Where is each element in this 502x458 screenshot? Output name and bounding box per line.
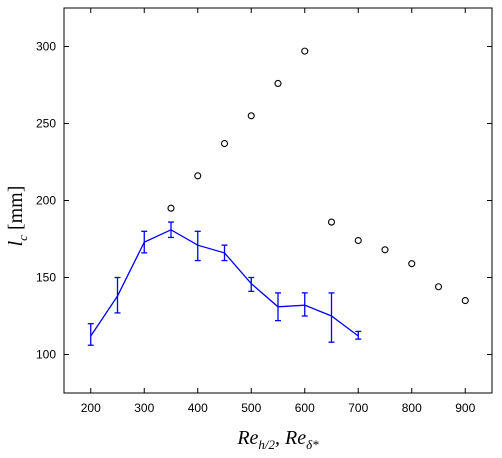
series-blue-line [87, 221, 362, 346]
axis-tick-labels: 200 300 400 500 600 700 800 900 100 150 200 250 300 [36, 40, 476, 416]
circle-point-600 [301, 47, 309, 55]
axis-ticks [64, 8, 492, 393]
x-axis-title: Reh/2, Reδ* [236, 427, 319, 452]
y-tick-label-250: 250 [36, 117, 56, 131]
circle-point-850 [434, 283, 443, 291]
circle-point-350 [167, 204, 175, 212]
circle-point-900 [461, 297, 469, 305]
x-tick-label-700: 700 [348, 401, 368, 415]
circle-point-400 [194, 172, 202, 180]
x-tick-label-500: 500 [241, 401, 261, 415]
x-tick-label-300: 300 [134, 401, 154, 415]
plot-area [63, 7, 493, 394]
circle-point-700 [354, 236, 362, 245]
x-tick-label-800: 800 [402, 401, 422, 415]
y-axis-title: lc [mm] [5, 186, 30, 247]
circle-point-500 [247, 112, 255, 120]
series-black-circles [167, 47, 469, 305]
x-tick-label-900: 900 [455, 401, 475, 415]
x-tick-label-400: 400 [188, 401, 208, 415]
y-tick-label-300: 300 [36, 40, 56, 54]
x-tick-label-600: 600 [295, 401, 315, 415]
circle-point-450 [220, 139, 229, 148]
y-tick-label-200: 200 [36, 194, 56, 208]
circle-point-800 [408, 260, 416, 268]
y-tick-label-100: 100 [36, 348, 56, 362]
circle-point-750 [381, 246, 389, 254]
circle-point-550 [274, 79, 282, 88]
y-tick-label-150: 150 [36, 271, 56, 285]
x-tick-label-200: 200 [81, 401, 101, 415]
circle-point-650 [327, 218, 336, 226]
